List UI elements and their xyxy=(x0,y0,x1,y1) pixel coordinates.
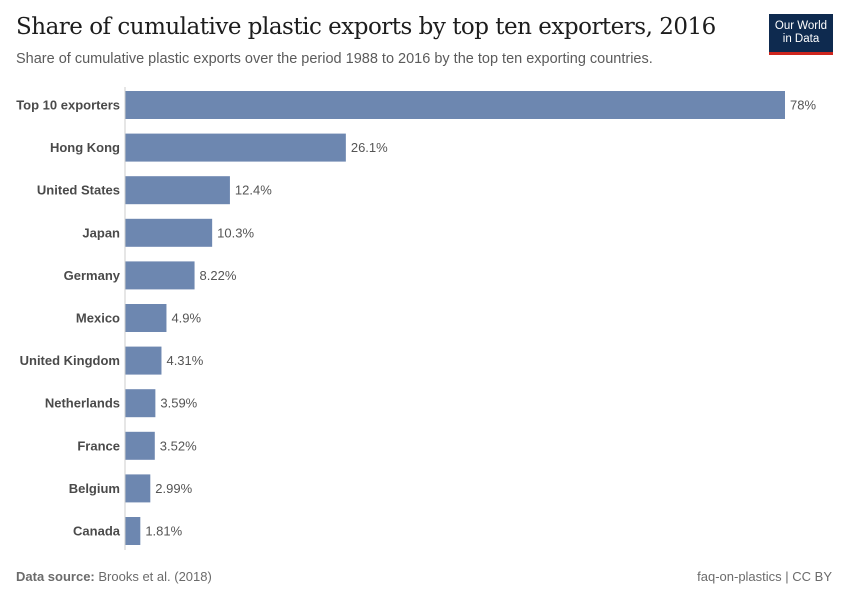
category-label: Japan xyxy=(82,225,120,240)
bar[interactable] xyxy=(125,346,162,375)
category-label: Germany xyxy=(64,268,121,283)
category-label: Hong Kong xyxy=(50,140,120,155)
category-label: Belgium xyxy=(69,481,120,496)
value-label: 4.9% xyxy=(171,311,201,326)
bar[interactable] xyxy=(125,517,141,545)
data-source: Data source: Brooks et al. (2018) xyxy=(16,569,212,584)
bar[interactable] xyxy=(125,389,156,418)
value-label: 1.81% xyxy=(145,524,182,539)
category-label: Netherlands xyxy=(45,396,120,411)
bar[interactable] xyxy=(125,474,151,503)
value-label: 3.52% xyxy=(160,438,197,453)
value-label: 10.3% xyxy=(217,225,254,240)
value-label: 4.31% xyxy=(166,353,203,368)
data-source-label: Data source: xyxy=(16,569,95,584)
value-label: 26.1% xyxy=(351,140,388,155)
bar[interactable] xyxy=(125,91,785,119)
logo-line-2: in Data xyxy=(782,33,820,45)
logo-line-1: Our World xyxy=(774,20,828,32)
chart-subtitle: Share of cumulative plastic exports over… xyxy=(16,51,653,67)
category-label: France xyxy=(77,438,120,453)
category-label: United States xyxy=(37,183,120,198)
value-label: 8.22% xyxy=(200,268,237,283)
bar[interactable] xyxy=(125,133,346,162)
bar[interactable] xyxy=(125,218,213,247)
category-label: Mexico xyxy=(76,311,120,326)
bar[interactable] xyxy=(125,431,155,460)
data-source-value[interactable]: Brooks et al. (2018) xyxy=(98,569,212,584)
chart-title: Share of cumulative plastic exports by t… xyxy=(16,14,716,40)
bar[interactable] xyxy=(125,304,167,332)
category-label: Top 10 exporters xyxy=(16,98,120,113)
category-label: Canada xyxy=(73,524,121,539)
category-label: United Kingdom xyxy=(20,353,120,368)
value-label: 78% xyxy=(790,98,816,113)
footer-license[interactable]: faq-on-plastics | CC BY xyxy=(697,569,832,584)
owid-logo[interactable]: Our World in Data xyxy=(769,14,833,55)
value-label: 12.4% xyxy=(235,183,272,198)
bar[interactable] xyxy=(125,261,195,290)
value-label: 2.99% xyxy=(155,481,192,496)
bar[interactable] xyxy=(125,176,230,205)
value-label: 3.59% xyxy=(160,396,197,411)
